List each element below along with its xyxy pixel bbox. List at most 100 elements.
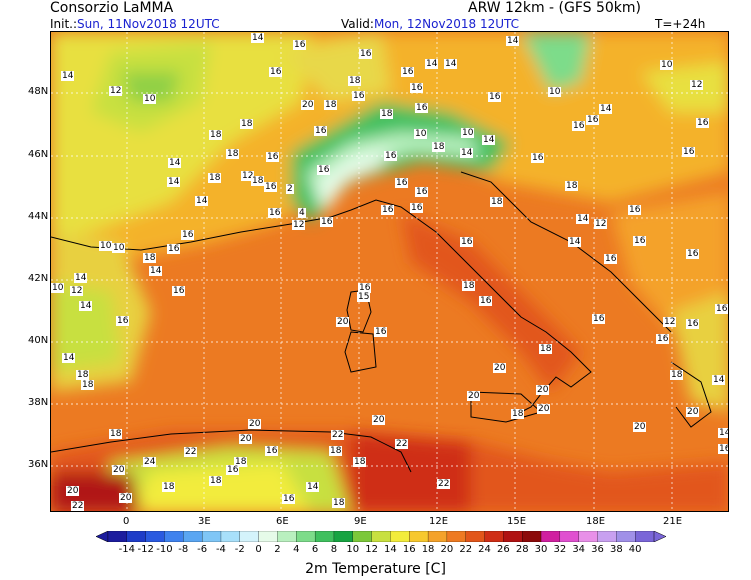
temperature-label: 2 [286,184,294,194]
temperature-label: 14 [712,375,726,385]
temperature-label: 20 [536,385,550,395]
temperature-label: 16 [352,91,366,101]
colorbar-swatch [465,531,486,542]
colorbar-tick-label: -6 [197,544,208,555]
temperature-label: 16 [633,236,647,246]
temperature-label: 16 [314,126,328,136]
temperature-label: 16 [265,446,279,456]
colorbar-tick-label: 32 [553,544,567,555]
temperature-label: 22 [331,430,345,440]
colorbar-swatch [352,531,373,542]
temperature-label: 12 [70,286,84,296]
temperature-label: 18 [324,100,338,110]
colorbar-tick-label: 16 [402,544,416,555]
temperature-label: 16 [682,147,696,157]
temperature-label: 14 [576,214,590,224]
temperature-label: 14 [74,273,88,283]
temperature-label: 16 [320,217,334,227]
colorbar-swatch [559,531,580,542]
colorbar-swatch [635,531,655,542]
colorbar-swatch [484,531,504,542]
temperature-label: 16 [384,151,398,161]
temperature-label: 16 [460,237,474,247]
colorbar-tick-label: -14 [118,544,135,555]
temperature-label: 10 [51,283,65,293]
colorbar-swatch [314,531,335,542]
lon-label: 0 [123,516,130,527]
temperature-label: 14 [61,71,75,81]
colorbar-swatch [296,531,316,542]
colorbar-tick-label: 30 [534,544,548,555]
colorbar-tick-label: 38 [609,544,623,555]
temperature-label: 16 [479,296,493,306]
temperature-label: 14 [149,266,163,276]
colorbar-swatch [597,531,617,542]
lon-label: 3E [198,516,211,527]
temperature-label: 16 [395,178,409,188]
valid-label: Valid: [341,17,374,31]
init-time: Init.:Sun, 11Nov2018 12UTC [50,17,220,31]
temperature-label: 16 [181,230,195,240]
colorbar-tick-label: 34 [572,544,586,555]
temperature-label: 14 [425,59,439,69]
temperature-label: 18 [234,457,248,467]
temperature-label: 18 [240,119,254,129]
colorbar-tick-label: -12 [137,544,154,555]
temperature-label: 20 [633,422,647,432]
temperature-label: 16 [226,465,240,475]
temperature-label: 20 [467,391,481,401]
org-title: Consorzio LaMMA [50,0,174,16]
temperature-label: 18 [226,149,240,159]
temperature-label: 18 [670,370,684,380]
temperature-label: 18 [81,380,95,390]
temperature-label: 10 [143,94,157,104]
temperature-label: 18 [511,409,525,419]
temperature-label: 10 [461,128,475,138]
temperature-label: 18 [329,446,343,456]
temperature-label: 20 [301,100,315,110]
temperature-label: 14 [482,135,496,145]
temperature-label: 20 [372,415,386,425]
colorbar-tick-label: 22 [459,544,473,555]
colorbar-tick-label: 26 [497,544,510,555]
temperature-label: 14 [251,33,265,43]
temperature-label: 16 [116,316,130,326]
temperature-label: 10 [548,87,562,97]
temperature-label: 12 [109,86,123,96]
temperature-label: 14 [62,353,76,363]
temperature-label: 18 [143,253,157,263]
colorbar-swatch [145,531,165,542]
temperature-label: 16 [266,152,280,162]
lon-label: 15E [507,516,527,527]
temperature-label: 18 [162,482,176,492]
colorbar-tick-label: 28 [515,544,529,555]
graticule [51,32,728,511]
lon-label: 12E [429,516,449,527]
temperature-label: 14 [599,104,613,114]
temperature-label: 12 [594,219,608,229]
colorbar-tick-label: -2 [234,544,245,555]
temperature-label: 22 [71,501,85,511]
lon-label: 9E [354,516,367,527]
colorbar-tick-label: 20 [440,544,454,555]
colorbar-tick-label: 0 [255,544,262,555]
temperature-label: 12 [241,171,255,181]
temperature-label: 16 [401,67,415,77]
temperature-label: 12 [663,317,677,327]
lon-label: 21E [663,516,683,527]
temperature-label: 14 [306,482,320,492]
temperature-label: 16 [715,304,728,314]
temperature-label: 20 [119,493,133,503]
temperature-label: 18 [539,344,553,354]
temperature-label: 16 [282,494,296,504]
temperature-label: 16 [269,67,283,77]
colorbar-swatch [126,531,147,542]
colorbar-tick-label: -4 [215,544,226,555]
temperature-label: 16 [696,118,710,128]
colorbar-swatch [107,531,128,542]
colorbar-tick-label: 6 [311,544,319,555]
temperature-label: 18 [380,109,394,119]
temperature-label: 16 [718,444,728,454]
colorbar-swatch [427,531,448,542]
colorbar-tick-label: 14 [384,544,397,555]
